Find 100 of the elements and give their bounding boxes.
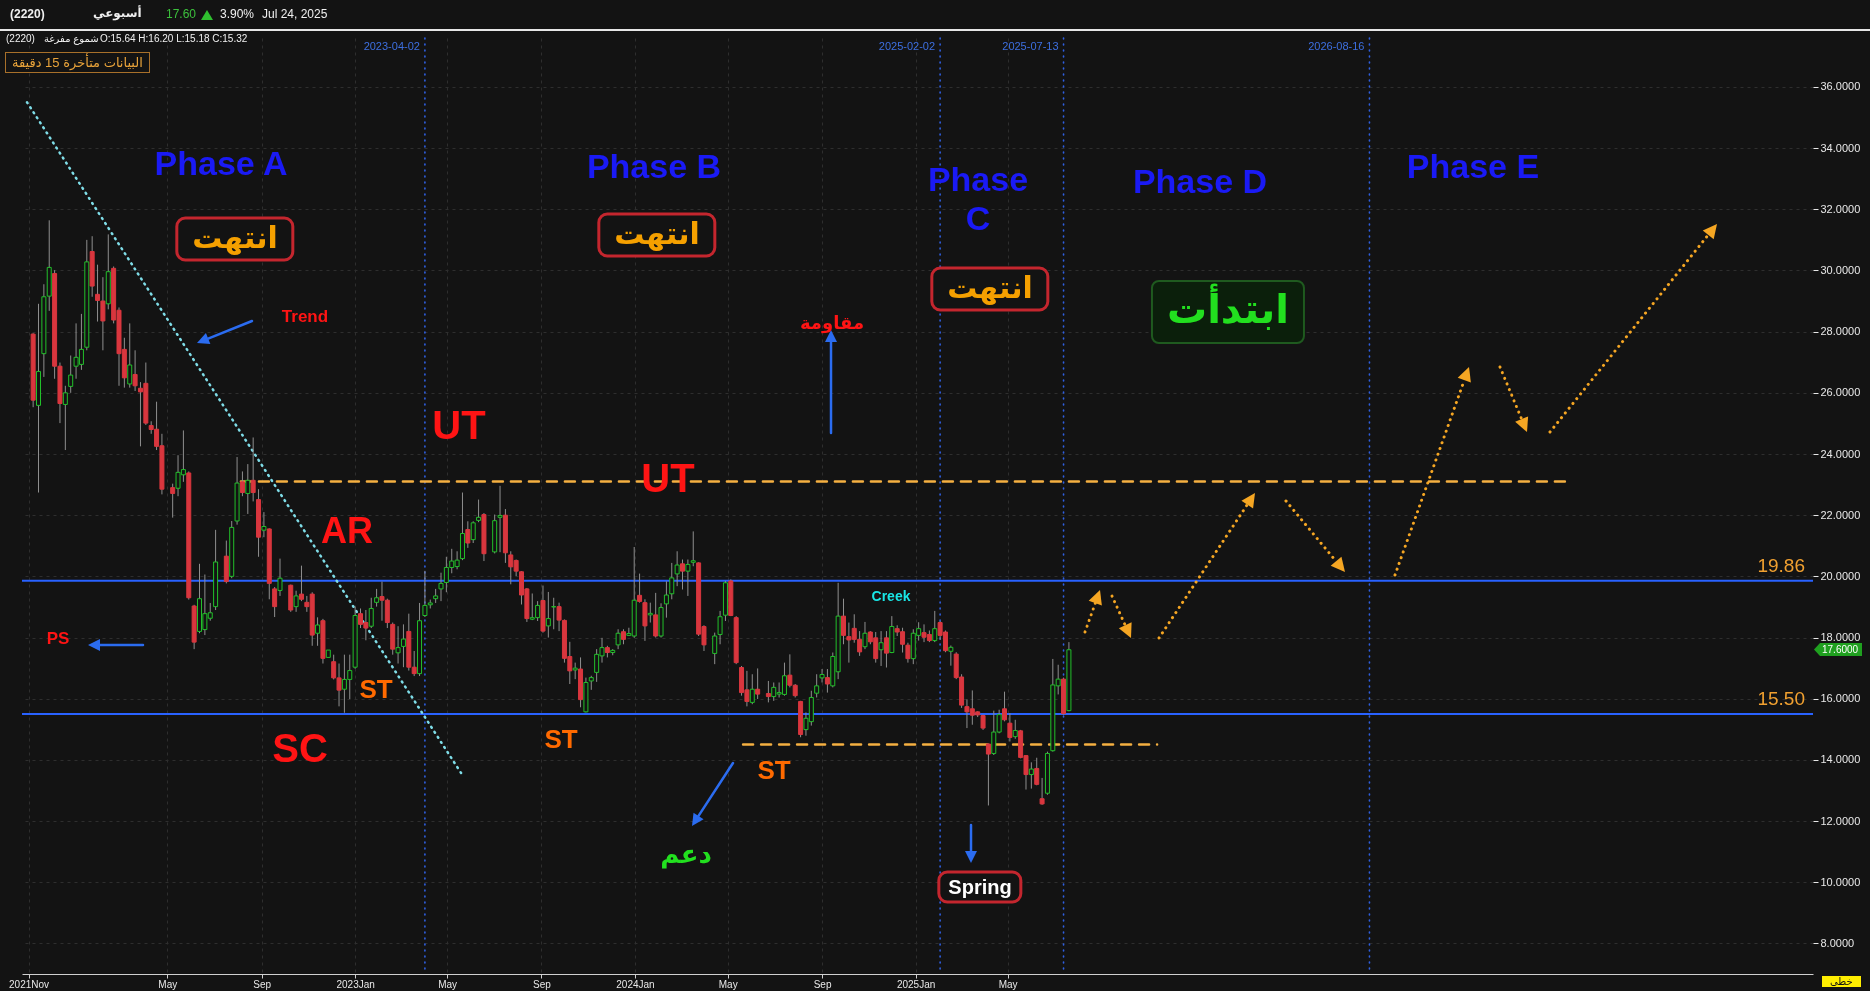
annotation: دعم bbox=[660, 838, 712, 870]
y-tick-label: 24.0000 bbox=[1820, 447, 1861, 460]
candlestick bbox=[127, 322, 133, 389]
annotation: Phase A bbox=[154, 143, 288, 183]
annotation: انتهت bbox=[930, 266, 1050, 312]
candlestick bbox=[819, 668, 825, 683]
x-tick-label: Sep bbox=[253, 978, 272, 990]
x-tick-label: May bbox=[158, 978, 178, 990]
annotation: Phase E bbox=[1406, 146, 1540, 186]
candlestick bbox=[717, 610, 723, 645]
x-tick-label: 2021Nov bbox=[9, 978, 50, 990]
candlestick bbox=[368, 597, 374, 629]
candlestick bbox=[674, 550, 680, 587]
text: 17.6000 bbox=[1814, 643, 1863, 656]
candlestick bbox=[615, 628, 621, 650]
candlestick bbox=[878, 630, 884, 667]
y-tick-label: 16.0000 bbox=[1820, 692, 1861, 705]
candlestick bbox=[637, 573, 643, 604]
annotation: Creek bbox=[871, 588, 911, 604]
candlestick bbox=[642, 598, 648, 642]
candlestick bbox=[1012, 719, 1018, 740]
candlestick bbox=[663, 580, 669, 619]
candlestick bbox=[239, 470, 245, 497]
annotation: O:15.64 H:16.20 L:15.18 C:15.32 bbox=[100, 33, 248, 44]
y-tick-label: 34.0000 bbox=[1820, 141, 1861, 154]
candlestick bbox=[272, 586, 278, 618]
candlestick bbox=[1039, 777, 1045, 806]
text: Jul 24, 2025 bbox=[262, 7, 328, 21]
x-tick-label: Sep bbox=[813, 978, 832, 990]
candlestick bbox=[685, 559, 691, 597]
candlestick bbox=[438, 572, 444, 602]
x-tick-label: 2025Jan bbox=[896, 978, 936, 990]
annotation: ST bbox=[359, 673, 393, 705]
annotation: البيانات متأخرة 15 دقيقة bbox=[5, 52, 150, 73]
candlestick bbox=[1028, 761, 1034, 790]
candlestick bbox=[862, 621, 868, 650]
candlestick bbox=[749, 673, 755, 705]
ref-line-label: 2023-04-02 bbox=[363, 40, 420, 52]
y-tick-label: 10.0000 bbox=[1820, 875, 1861, 888]
x-tick-label: Sep bbox=[533, 978, 552, 990]
candlestick bbox=[712, 632, 718, 665]
candlestick bbox=[985, 742, 991, 806]
candlestick bbox=[545, 591, 551, 639]
x-tick-label: May bbox=[438, 978, 458, 990]
candlestick bbox=[948, 644, 954, 667]
annotation: شموع مفرغة bbox=[44, 33, 99, 44]
candlestick bbox=[883, 630, 889, 669]
annotation: Spring bbox=[937, 870, 1023, 904]
annotation: Trend bbox=[281, 307, 329, 327]
candlestick bbox=[680, 559, 686, 591]
annotation: ST bbox=[544, 723, 578, 755]
y-tick-label: 20.0000 bbox=[1820, 569, 1861, 582]
candlestick bbox=[68, 355, 74, 394]
ref-line-label: 2025-02-02 bbox=[878, 40, 936, 52]
candlestick bbox=[647, 602, 653, 624]
ref-line-label: 15.50 bbox=[1757, 688, 1805, 709]
y-tick-label: 36.0000 bbox=[1820, 80, 1861, 93]
candlestick bbox=[400, 623, 406, 668]
annotation: Phase C bbox=[926, 159, 1030, 239]
x-tick-label: 2023Jan bbox=[336, 978, 375, 990]
annotation: (2220) bbox=[6, 33, 35, 44]
candlestick bbox=[1002, 691, 1008, 722]
candlestick bbox=[422, 570, 428, 618]
candlestick bbox=[250, 436, 256, 502]
annotation: SC bbox=[272, 725, 328, 771]
candlestick bbox=[1034, 757, 1040, 786]
candlestick bbox=[551, 597, 557, 630]
chart-subtitle: أسبوعي bbox=[93, 6, 142, 20]
candlestick bbox=[755, 667, 761, 700]
annotation: AR bbox=[321, 510, 373, 552]
candlestick bbox=[476, 499, 482, 523]
candlestick bbox=[132, 349, 138, 392]
candlestick bbox=[470, 520, 476, 544]
x-tick-label: May bbox=[718, 978, 738, 990]
text: 17.60 bbox=[166, 7, 197, 21]
candlestick bbox=[669, 562, 675, 600]
candlestick bbox=[277, 558, 283, 597]
candlestick bbox=[497, 485, 503, 553]
ref-line-label: 2025-07-13 bbox=[1002, 40, 1059, 52]
chart-title: (2220) bbox=[10, 7, 45, 21]
candlestick bbox=[245, 463, 251, 515]
annotation: Phase B bbox=[586, 146, 722, 186]
candlestick bbox=[293, 590, 299, 613]
candlestick bbox=[814, 673, 820, 698]
candlestick bbox=[905, 642, 911, 664]
y-tick-label: 12.0000 bbox=[1820, 814, 1861, 827]
y-tick-label: 26.0000 bbox=[1820, 386, 1861, 399]
annotation: ST bbox=[757, 754, 791, 786]
candlestick bbox=[170, 483, 176, 519]
y-tick-label: 8.0000 bbox=[1820, 936, 1855, 949]
annotation: PS bbox=[46, 629, 70, 649]
candlestick bbox=[395, 625, 401, 665]
candlestick bbox=[465, 520, 471, 549]
candlestick bbox=[315, 616, 321, 647]
x-tick-label: May bbox=[998, 978, 1018, 990]
candlestick bbox=[298, 565, 304, 602]
y-tick-label: 30.0000 bbox=[1820, 263, 1861, 276]
annotation: Phase D bbox=[1132, 161, 1268, 201]
candlestick bbox=[62, 385, 68, 451]
candlestick bbox=[690, 530, 696, 567]
